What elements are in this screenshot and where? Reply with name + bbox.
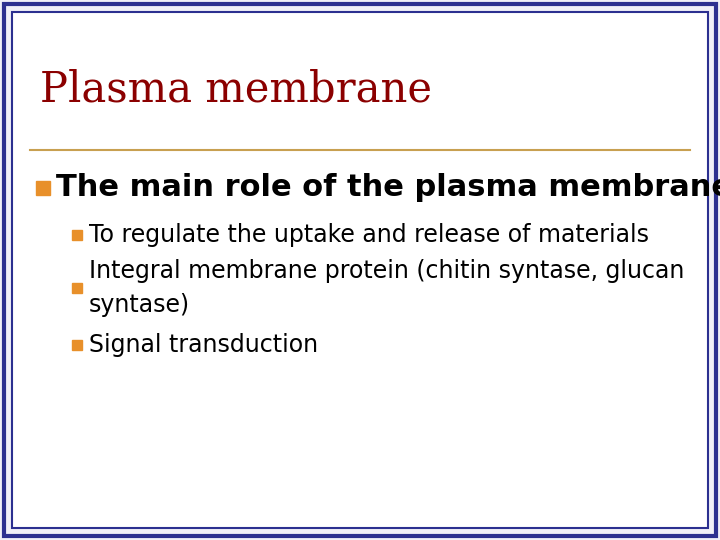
Text: Signal transduction: Signal transduction <box>89 333 318 357</box>
Text: To regulate the uptake and release of materials: To regulate the uptake and release of ma… <box>89 223 649 247</box>
Bar <box>72 340 82 350</box>
Bar <box>36 181 50 195</box>
Bar <box>72 230 82 240</box>
Text: The main role of the plasma membrane: The main role of the plasma membrane <box>56 173 720 202</box>
Text: Integral membrane protein (chitin syntase, glucan
syntase): Integral membrane protein (chitin syntas… <box>89 259 685 317</box>
Bar <box>72 283 82 293</box>
Text: Plasma membrane: Plasma membrane <box>40 68 432 110</box>
